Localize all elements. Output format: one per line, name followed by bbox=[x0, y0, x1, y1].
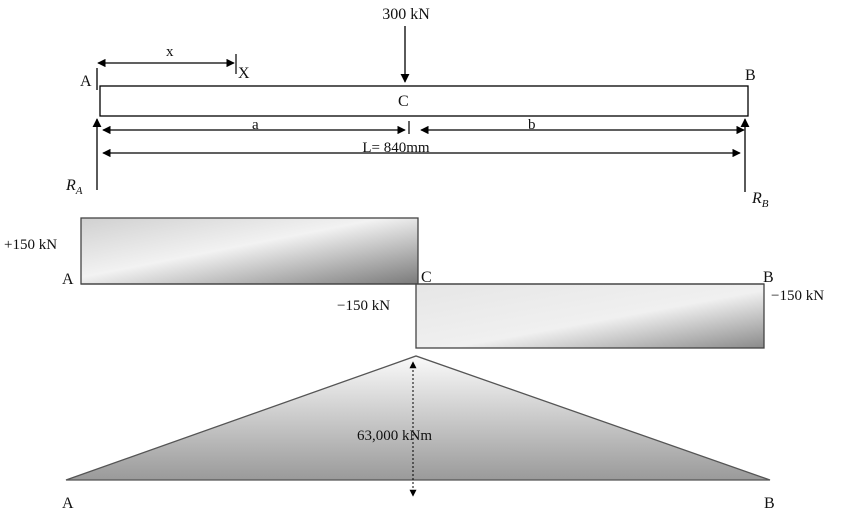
load-label: 300 kN bbox=[382, 6, 430, 23]
length-label: L= 840mm bbox=[362, 140, 430, 156]
section-x-label: X bbox=[238, 65, 250, 82]
shear-end-b-label: B bbox=[763, 269, 774, 286]
moment-triangle bbox=[65, 355, 771, 481]
shear-positive-label: +150 kN bbox=[4, 237, 57, 253]
shear-force-diagram: +150 kN A C B −150 kN −150 kN bbox=[4, 217, 824, 349]
shear-positive-block bbox=[80, 217, 419, 285]
x-dimension-label: x bbox=[166, 44, 174, 60]
shear-end-a-label: A bbox=[62, 271, 74, 288]
beam: 300 kN A B C x X a b L= 840mm RA RB bbox=[65, 6, 769, 210]
a-dimension-label: a bbox=[252, 117, 259, 133]
moment-end-a-label: A bbox=[62, 495, 74, 512]
moment-max-label: 63,000 kNm bbox=[357, 428, 432, 444]
beam-end-a-label: A bbox=[80, 73, 92, 90]
shear-negative-block bbox=[415, 283, 765, 349]
reaction-b-label: RB bbox=[751, 190, 769, 210]
shear-negative-mid-label: −150 kN bbox=[337, 298, 390, 314]
shear-negative-right-label: −150 kN bbox=[771, 288, 824, 304]
beam-load-point-label: C bbox=[398, 93, 409, 110]
beam-body bbox=[99, 85, 749, 117]
moment-end-b-label: B bbox=[764, 495, 775, 512]
bending-moment-diagram: 63,000 kNm A B bbox=[62, 355, 775, 512]
beam-end-b-label: B bbox=[745, 67, 756, 84]
reaction-a-label: RA bbox=[65, 177, 83, 197]
shear-mid-label: C bbox=[421, 269, 432, 286]
b-dimension-label: b bbox=[528, 117, 536, 133]
